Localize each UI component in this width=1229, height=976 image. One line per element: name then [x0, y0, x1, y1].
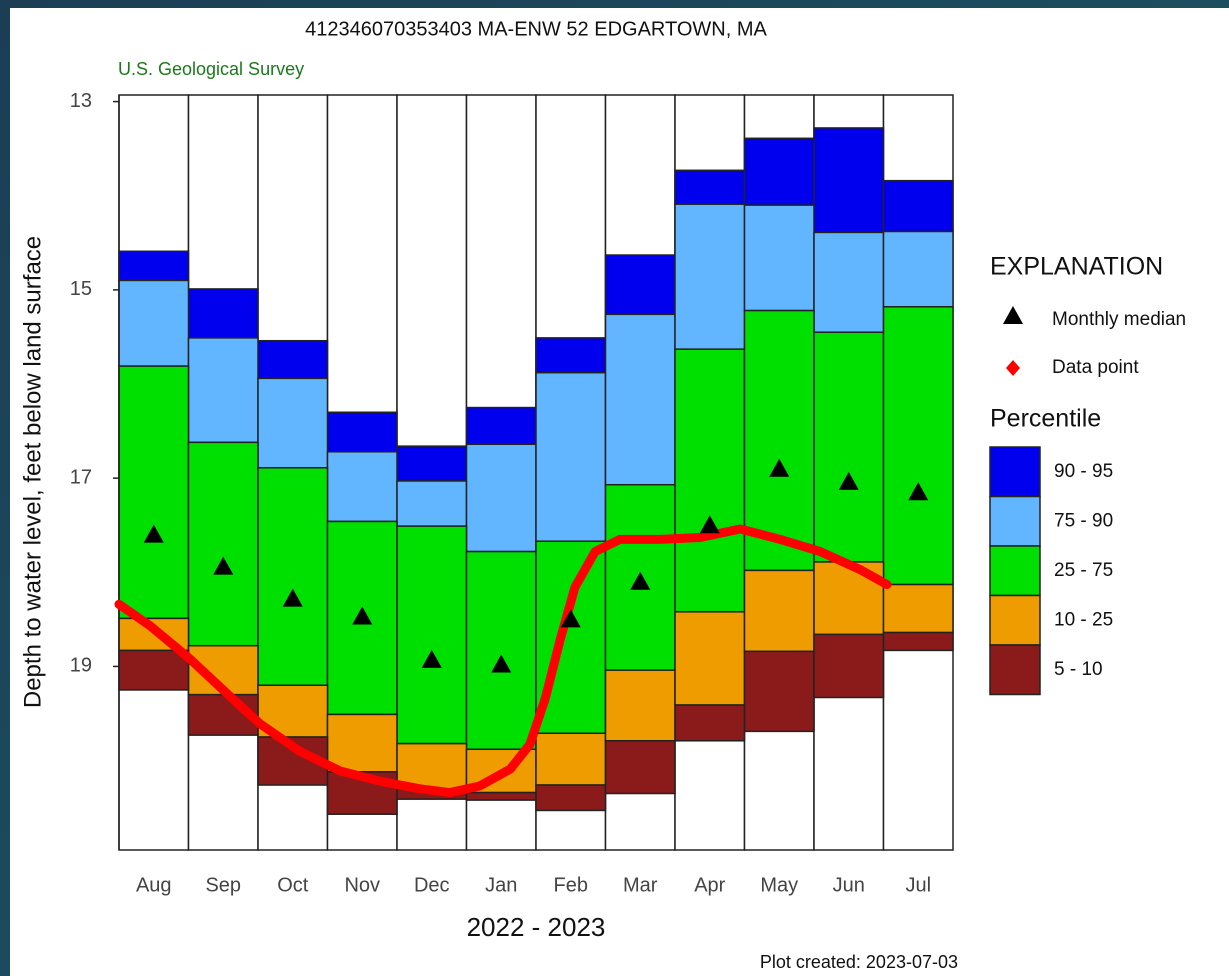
percentile-bar [326, 451, 398, 523]
legend-swatch [989, 446, 1041, 498]
x-tick-label: Oct [277, 874, 309, 896]
percentile-bar [604, 669, 676, 742]
percentile-bar [743, 650, 815, 733]
legend-data-marker [1006, 360, 1020, 376]
percentile-bar [813, 231, 885, 333]
percentile-bar [535, 371, 607, 542]
chart-subtitle: U.S. Geological Survey [118, 59, 304, 79]
legend-label: 75 - 90 [1054, 511, 1113, 532]
median-marker [560, 609, 581, 628]
legend-title: EXPLANATION [990, 253, 1163, 281]
legend-label: Data point [1052, 357, 1139, 378]
legend-label: 25 - 75 [1054, 560, 1113, 581]
percentile-bar [882, 179, 954, 233]
x-tick-label: Aug [136, 874, 172, 896]
percentile-bar [674, 611, 746, 706]
percentile-bar [674, 203, 746, 350]
percentile-bar [257, 377, 329, 469]
percentile-bar [465, 791, 537, 801]
median-marker [282, 588, 303, 607]
legend-swatch [989, 644, 1041, 696]
x-tick-label: Jul [905, 874, 931, 896]
percentile-bar [326, 713, 398, 773]
x-tick-label: Feb [554, 874, 588, 896]
median-marker [491, 654, 512, 673]
median-marker [699, 515, 720, 534]
legend-swatch [989, 594, 1041, 646]
percentile-bar [257, 467, 329, 687]
percentile-bar [604, 740, 676, 795]
x-tick-label: Jan [485, 874, 517, 896]
median-marker [213, 556, 234, 575]
y-axis-label: Depth to water level, feet below land su… [19, 236, 46, 708]
x-tick-label: Apr [694, 874, 725, 896]
percentile-bar [465, 550, 537, 751]
y-tick-label: 15 [70, 278, 92, 300]
legend-swatch [989, 545, 1041, 597]
legend-subtitle: Percentile [990, 405, 1101, 433]
percentile-bar [396, 525, 468, 745]
percentile-bar [465, 443, 537, 553]
percentile-bar [396, 480, 468, 527]
percentile-bar [743, 309, 815, 572]
median-marker [143, 524, 164, 543]
x-tick-label: Nov [344, 874, 380, 896]
legend-label: 5 - 10 [1054, 659, 1103, 680]
percentile-bar [535, 337, 607, 374]
percentile-bar [187, 288, 259, 339]
legend-label: Monthly median [1052, 309, 1186, 330]
legend-label: 10 - 25 [1054, 610, 1113, 631]
percentile-bar [882, 230, 954, 308]
percentile-bar [743, 569, 815, 653]
percentile-bar [674, 169, 746, 205]
percentile-bar [882, 306, 954, 586]
percentile-bar [604, 313, 676, 486]
percentile-bar [674, 704, 746, 742]
percentile-bar [326, 411, 398, 453]
y-tick-label: 17 [70, 466, 92, 488]
x-tick-label: Jun [833, 874, 865, 896]
median-marker [421, 649, 442, 668]
x-tick-label: Sep [205, 874, 241, 896]
legend-swatch [989, 495, 1041, 547]
percentile-bar [743, 204, 815, 312]
percentile-bar [882, 583, 954, 634]
median-marker [769, 458, 790, 477]
percentile-bar [118, 365, 190, 620]
chart-title: 412346070353403 MA-ENW 52 EDGARTOWN, MA [305, 18, 767, 40]
x-tick-label: May [760, 874, 798, 896]
plot-note: Plot created: 2023-07-03 [760, 952, 958, 972]
percentile-bar [535, 784, 607, 812]
y-tick-label: 13 [70, 90, 92, 112]
percentile-bar [257, 339, 329, 380]
y-tick-label: 19 [70, 655, 92, 677]
legend-median-marker [1003, 306, 1023, 324]
x-axis-label: 2022 - 2023 [467, 912, 606, 942]
percentile-bar [604, 254, 676, 316]
median-marker [908, 482, 929, 501]
percentile-bar [813, 127, 885, 234]
data-line [114, 524, 892, 798]
median-marker [352, 606, 373, 625]
x-tick-label: Mar [623, 874, 658, 896]
percentile-bar [465, 406, 537, 446]
legend-label: 90 - 95 [1054, 461, 1113, 482]
percentile-bar [813, 633, 885, 699]
percentile-bar [674, 348, 746, 613]
percentile-bar [118, 250, 190, 282]
median-marker [630, 571, 651, 590]
percentile-bar [187, 441, 259, 647]
percentile-bar [813, 331, 885, 563]
percentile-bar [118, 279, 190, 367]
percentile-bar [535, 732, 607, 786]
percentile-bar [882, 631, 954, 652]
percentile-bar [118, 649, 190, 691]
percentile-bar [743, 137, 815, 206]
median-marker [838, 471, 859, 490]
x-tick-label: Dec [414, 874, 450, 896]
percentile-bar [187, 337, 259, 444]
percentile-bar [396, 445, 468, 482]
